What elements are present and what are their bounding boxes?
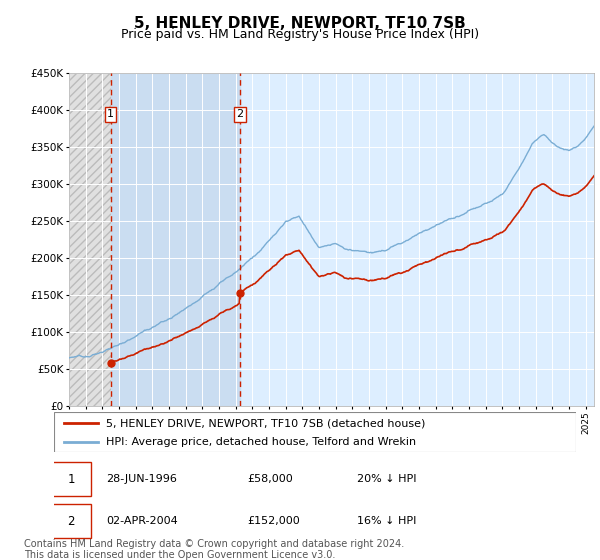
Bar bbox=[110, 73, 240, 406]
Text: 20% ↓ HPI: 20% ↓ HPI bbox=[357, 474, 416, 484]
Text: HPI: Average price, detached house, Telford and Wrekin: HPI: Average price, detached house, Telf… bbox=[106, 437, 416, 446]
Text: Price paid vs. HM Land Registry's House Price Index (HPI): Price paid vs. HM Land Registry's House … bbox=[121, 28, 479, 41]
Bar bbox=[69, 73, 110, 406]
Text: 02-APR-2004: 02-APR-2004 bbox=[106, 516, 178, 526]
Text: 1: 1 bbox=[107, 109, 114, 119]
Text: 2: 2 bbox=[67, 515, 75, 528]
Text: Contains HM Land Registry data © Crown copyright and database right 2024.
This d: Contains HM Land Registry data © Crown c… bbox=[24, 539, 404, 560]
FancyBboxPatch shape bbox=[52, 462, 91, 496]
Text: 16% ↓ HPI: 16% ↓ HPI bbox=[357, 516, 416, 526]
Bar bbox=[69, 73, 110, 406]
Text: 28-JUN-1996: 28-JUN-1996 bbox=[106, 474, 177, 484]
Text: 1: 1 bbox=[67, 473, 75, 486]
Text: 5, HENLEY DRIVE, NEWPORT, TF10 7SB (detached house): 5, HENLEY DRIVE, NEWPORT, TF10 7SB (deta… bbox=[106, 418, 425, 428]
Text: £152,000: £152,000 bbox=[247, 516, 300, 526]
Text: 5, HENLEY DRIVE, NEWPORT, TF10 7SB: 5, HENLEY DRIVE, NEWPORT, TF10 7SB bbox=[134, 16, 466, 31]
Text: £58,000: £58,000 bbox=[247, 474, 293, 484]
FancyBboxPatch shape bbox=[54, 412, 576, 452]
Text: 2: 2 bbox=[236, 109, 244, 119]
FancyBboxPatch shape bbox=[52, 504, 91, 538]
